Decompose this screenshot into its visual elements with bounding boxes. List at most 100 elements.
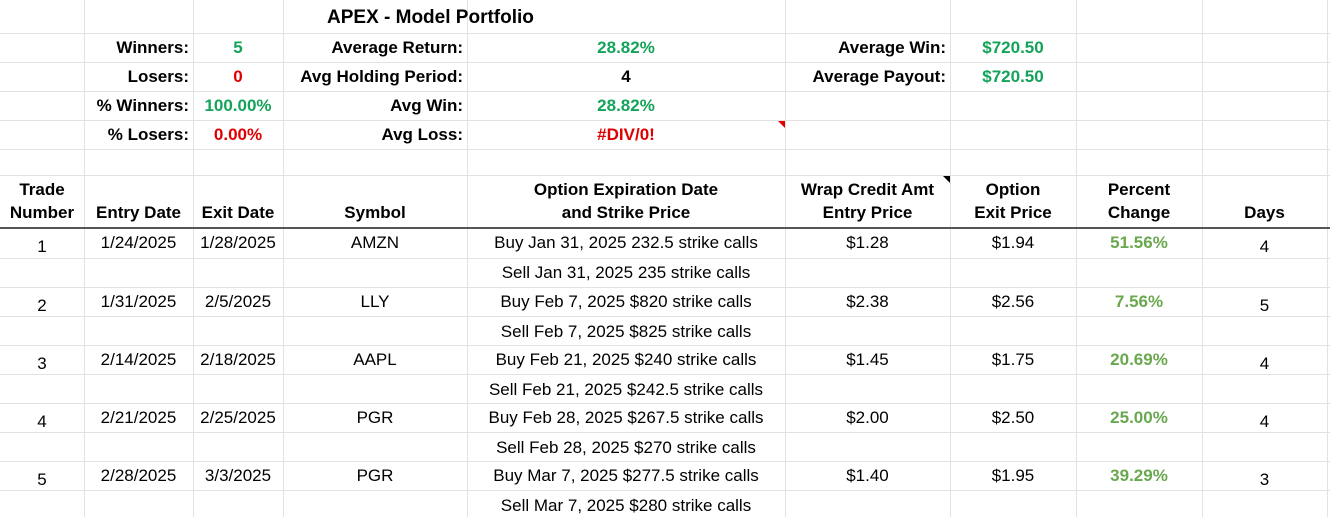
symbol-cell[interactable]: PGR bbox=[356, 408, 394, 427]
trade-number-cell[interactable]: 2 bbox=[37, 296, 47, 315]
entry-date-cell[interactable]: 2/28/2025 bbox=[100, 466, 177, 485]
sell-leg-cell[interactable]: Sell Feb 21, 2025 $242.5 strike calls bbox=[488, 380, 764, 399]
days-cell[interactable]: 5 bbox=[1259, 296, 1270, 315]
row-divider bbox=[0, 316, 1330, 317]
exit-date-cell[interactable]: 3/3/2025 bbox=[204, 466, 272, 485]
exit-price-cell[interactable]: $1.75 bbox=[991, 350, 1035, 369]
exit-date-cell[interactable]: 2/5/2025 bbox=[204, 292, 272, 311]
entry-price-cell[interactable]: $2.38 bbox=[846, 292, 889, 311]
pct-losers-label[interactable]: % Losers: bbox=[107, 125, 189, 144]
row-divider bbox=[0, 33, 1330, 34]
row-divider bbox=[0, 345, 1330, 346]
entry-date-cell[interactable]: 2/14/2025 bbox=[100, 350, 177, 369]
days-cell[interactable]: 4 bbox=[1259, 237, 1270, 256]
row-divider bbox=[0, 374, 1330, 375]
header-entry-date[interactable]: Entry Date bbox=[95, 203, 182, 222]
sheet-title[interactable]: APEX - Model Portfolio bbox=[327, 7, 534, 28]
buy-leg-cell[interactable]: Buy Feb 28, 2025 $267.5 strike calls bbox=[488, 408, 764, 427]
exit-date-cell[interactable]: 2/25/2025 bbox=[200, 408, 276, 427]
header-line: Trade bbox=[19, 180, 65, 199]
losers-value[interactable]: 0 bbox=[233, 67, 243, 86]
exit-price-cell[interactable]: $2.56 bbox=[991, 292, 1035, 311]
sell-leg-cell[interactable]: Sell Jan 31, 2025 235 strike calls bbox=[501, 263, 751, 282]
trade-number-cell[interactable]: 3 bbox=[37, 354, 47, 373]
percent-change-cell[interactable]: 7.56% bbox=[1114, 292, 1164, 311]
entry-date-cell[interactable]: 2/21/2025 bbox=[100, 408, 177, 427]
exit-price-cell[interactable]: $1.95 bbox=[991, 466, 1035, 485]
days-cell[interactable]: 4 bbox=[1259, 354, 1270, 373]
avg-holding-value[interactable]: 4 bbox=[621, 67, 631, 86]
average-win-label[interactable]: Average Win: bbox=[838, 38, 946, 57]
percent-change-cell[interactable]: 39.29% bbox=[1110, 466, 1168, 485]
buy-leg-cell[interactable]: Buy Mar 7, 2025 $277.5 strike calls bbox=[493, 466, 759, 485]
symbol-cell[interactable]: AAPL bbox=[353, 350, 397, 369]
sell-leg-cell[interactable]: Sell Mar 7, 2025 $280 strike calls bbox=[500, 496, 752, 515]
entry-price-cell[interactable]: $1.28 bbox=[846, 233, 889, 252]
header-wrap-credit[interactable]: Wrap Credit Amt Entry Price bbox=[785, 178, 950, 224]
avg-loss-value[interactable]: #DIV/0! bbox=[597, 125, 655, 144]
exit-price-cell[interactable]: $2.50 bbox=[991, 408, 1035, 427]
header-line: Number bbox=[9, 203, 75, 222]
header-option-expiration[interactable]: Option Expiration Date and Strike Price bbox=[467, 178, 785, 224]
winners-label[interactable]: Winners: bbox=[116, 38, 189, 57]
entry-date-cell[interactable]: 1/31/2025 bbox=[100, 292, 177, 311]
row-divider bbox=[0, 120, 1330, 121]
buy-leg-cell[interactable]: Buy Feb 21, 2025 $240 strike calls bbox=[495, 350, 757, 369]
percent-change-cell[interactable]: 51.56% bbox=[1110, 233, 1168, 252]
buy-leg-cell[interactable]: Buy Feb 7, 2025 $820 strike calls bbox=[500, 292, 752, 311]
sell-leg-cell[interactable]: Sell Feb 7, 2025 $825 strike calls bbox=[500, 322, 752, 341]
exit-price-cell[interactable]: $1.94 bbox=[991, 233, 1035, 252]
comment-marker-icon[interactable] bbox=[943, 176, 950, 183]
average-payout-label[interactable]: Average Payout: bbox=[812, 67, 946, 86]
header-line: Wrap Credit Amt bbox=[800, 180, 935, 199]
symbol-cell[interactable]: AMZN bbox=[350, 233, 400, 252]
trade-number-cell[interactable]: 4 bbox=[37, 412, 47, 431]
percent-change-cell[interactable]: 25.00% bbox=[1110, 408, 1168, 427]
avg-win-label[interactable]: Avg Win: bbox=[390, 96, 463, 115]
row-divider bbox=[0, 62, 1330, 63]
trade-number-cell[interactable]: 5 bbox=[37, 470, 47, 489]
header-percent-change[interactable]: Percent Change bbox=[1076, 178, 1202, 224]
pct-losers-value[interactable]: 0.00% bbox=[213, 125, 263, 144]
header-option-exit[interactable]: Option Exit Price bbox=[950, 178, 1076, 224]
trade-number-cell[interactable]: 1 bbox=[37, 237, 47, 256]
exit-date-cell[interactable]: 1/28/2025 bbox=[200, 233, 276, 252]
symbol-cell[interactable]: LLY bbox=[360, 292, 390, 311]
winners-value[interactable]: 5 bbox=[233, 38, 243, 57]
row-divider bbox=[0, 287, 1330, 288]
losers-label[interactable]: Losers: bbox=[127, 67, 189, 86]
entry-price-cell[interactable]: $1.40 bbox=[846, 466, 889, 485]
avg-loss-label[interactable]: Avg Loss: bbox=[381, 125, 463, 144]
buy-leg-cell[interactable]: Buy Jan 31, 2025 232.5 strike calls bbox=[494, 233, 758, 252]
entry-price-cell[interactable]: $2.00 bbox=[846, 408, 889, 427]
header-days[interactable]: Days bbox=[1244, 203, 1285, 222]
header-line: Option Expiration Date bbox=[533, 180, 719, 199]
row-divider bbox=[0, 490, 1330, 491]
header-symbol[interactable]: Symbol bbox=[344, 203, 406, 222]
days-cell[interactable]: 4 bbox=[1259, 412, 1270, 431]
average-payout-value[interactable]: $720.50 bbox=[982, 67, 1044, 86]
entry-date-cell[interactable]: 1/24/2025 bbox=[100, 233, 177, 252]
exit-date-cell[interactable]: 2/18/2025 bbox=[200, 350, 276, 369]
pct-winners-label[interactable]: % Winners: bbox=[96, 96, 189, 115]
average-win-value[interactable]: $720.50 bbox=[982, 38, 1044, 57]
comment-marker-icon[interactable] bbox=[778, 121, 785, 128]
header-line: Option bbox=[985, 180, 1041, 199]
header-trade-number[interactable]: Trade Number bbox=[0, 178, 84, 224]
pct-winners-value[interactable]: 100.00% bbox=[204, 96, 272, 115]
header-line: Percent bbox=[1107, 180, 1171, 199]
entry-price-cell[interactable]: $1.45 bbox=[846, 350, 889, 369]
row-divider bbox=[0, 432, 1330, 433]
percent-change-cell[interactable]: 20.69% bbox=[1110, 350, 1168, 369]
row-divider bbox=[0, 403, 1330, 404]
days-cell[interactable]: 3 bbox=[1259, 470, 1270, 489]
avg-holding-label[interactable]: Avg Holding Period: bbox=[300, 67, 463, 86]
header-exit-date[interactable]: Exit Date bbox=[201, 203, 275, 222]
sell-leg-cell[interactable]: Sell Feb 28, 2025 $270 strike calls bbox=[496, 438, 756, 457]
symbol-cell[interactable]: PGR bbox=[356, 466, 394, 485]
average-return-label[interactable]: Average Return: bbox=[331, 38, 463, 57]
row-divider bbox=[0, 258, 1330, 259]
average-return-value[interactable]: 28.82% bbox=[597, 38, 655, 57]
avg-win-value[interactable]: 28.82% bbox=[597, 96, 655, 115]
